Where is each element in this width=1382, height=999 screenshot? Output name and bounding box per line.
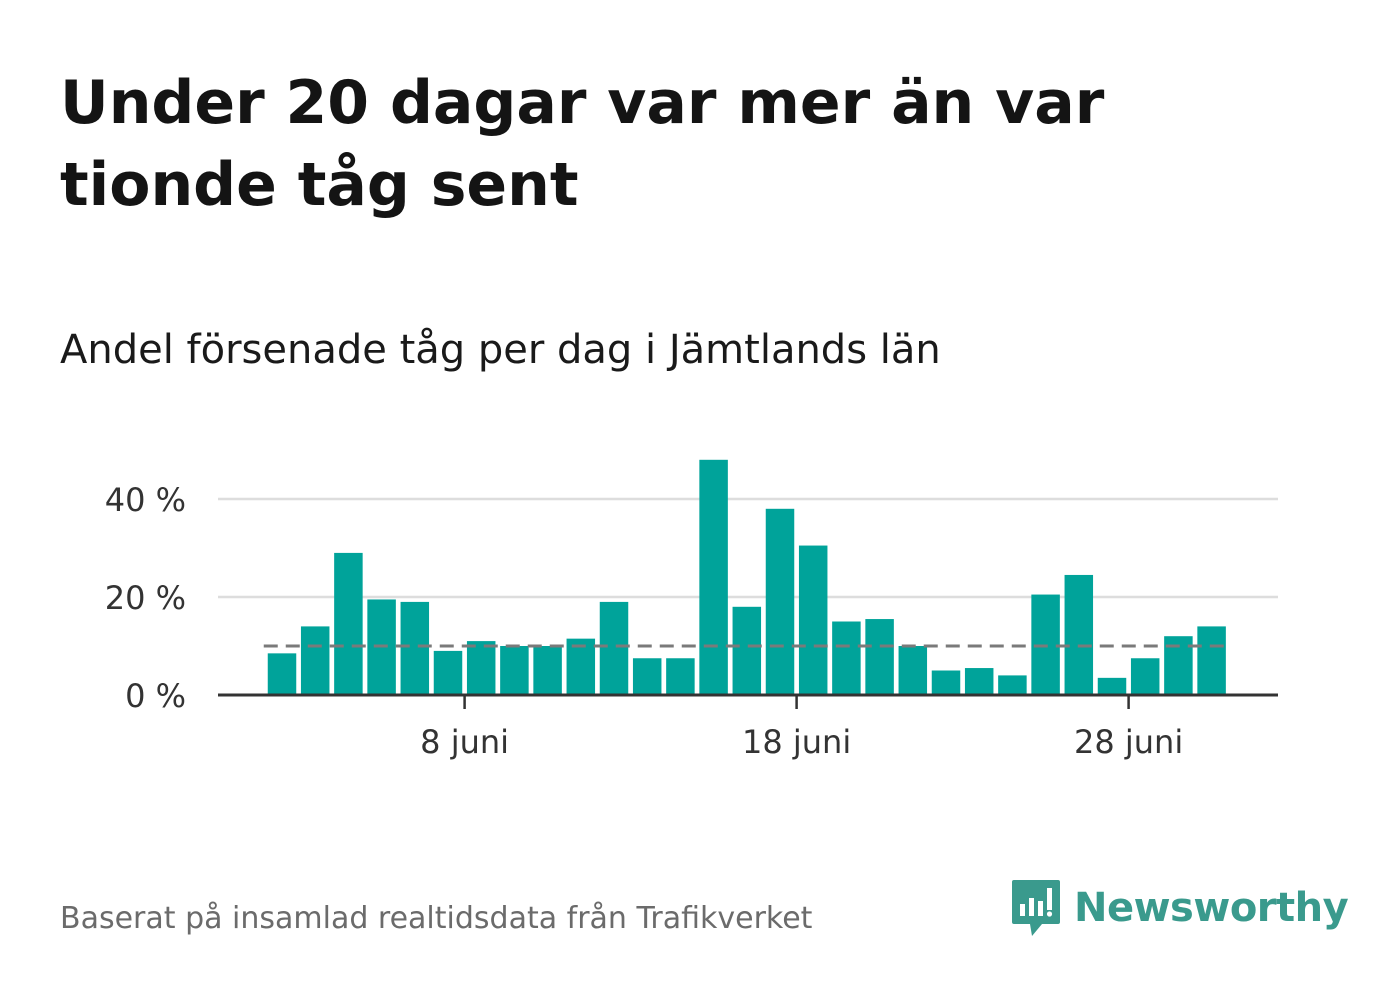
bar [1098,678,1127,695]
bar [932,671,961,696]
bar [998,675,1027,695]
source-note: Baserat på insamlad realtidsdata från Tr… [60,898,812,940]
grid-lines [218,499,1278,597]
y-tick-label: 0 % [125,677,186,715]
bar [699,460,728,695]
bar [832,622,861,696]
bar [865,619,894,695]
bar [301,626,330,695]
bar [533,646,562,695]
y-tick-labels: 0 % 20 % 40 % [105,481,186,715]
bar [467,641,496,695]
bars [268,460,1226,695]
bar [1131,658,1160,695]
bar-chart: 0 % 20 % 40 % 8 juni 18 juni 28 juni [0,440,1382,780]
x-tick-label: 28 juni [1074,723,1183,761]
x-tick-label: 18 juni [742,723,851,761]
y-tick-label: 20 % [105,579,186,617]
bar [401,602,430,695]
bar [799,546,828,695]
chart-subtitle: Andel försenade tåg per dag i Jämtlands … [60,322,941,378]
bar [334,553,363,695]
logo-text: Newsworthy [1074,885,1348,931]
bar-chart-speech-bubble-icon [1010,878,1062,938]
bar [1197,626,1226,695]
bar [434,651,463,695]
y-tick-label: 40 % [105,481,186,519]
newsworthy-logo: Newsworthy [1010,878,1348,938]
chart-title: Under 20 dagar var mer än var tionde tåg… [60,62,1340,226]
bar [899,646,928,695]
bar [500,646,529,695]
x-tick-label: 8 juni [420,723,509,761]
bar [666,658,695,695]
x-tick-labels: 8 juni 18 juni 28 juni [420,695,1183,761]
bar [1065,575,1094,695]
bar [268,653,297,695]
bar [633,658,662,695]
bar [600,602,629,695]
bar [766,509,795,695]
bar [965,668,994,695]
bar [733,607,762,695]
